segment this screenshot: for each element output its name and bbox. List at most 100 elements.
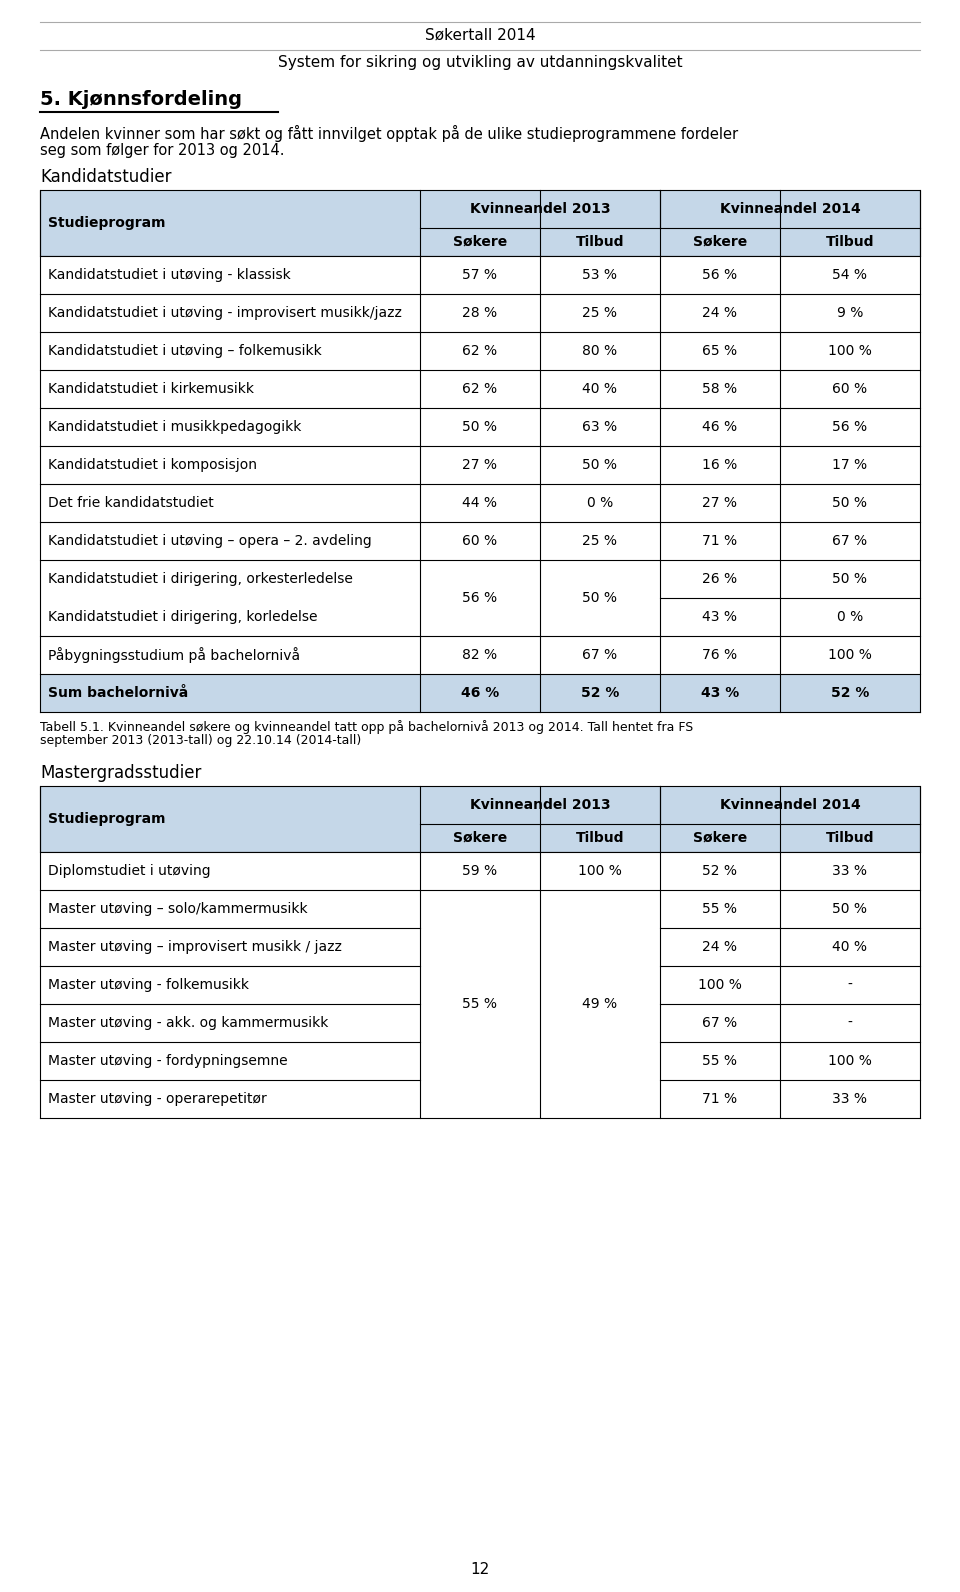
Text: Master utøving - akk. og kammermusikk: Master utøving - akk. og kammermusikk	[48, 1016, 328, 1030]
Text: 25 %: 25 %	[583, 533, 617, 548]
Text: 50 %: 50 %	[832, 903, 868, 915]
Text: 62 %: 62 %	[463, 382, 497, 396]
Text: 28 %: 28 %	[463, 306, 497, 320]
Text: Søkere: Søkere	[453, 236, 507, 248]
Text: 56 %: 56 %	[703, 267, 737, 282]
Text: Studieprogram: Studieprogram	[48, 812, 165, 826]
Text: Tabell 5.1. Kvinneandel søkere og kvinneandel tatt opp på bachelornivå 2013 og 2: Tabell 5.1. Kvinneandel søkere og kvinne…	[40, 720, 693, 734]
Text: 52 %: 52 %	[581, 686, 619, 700]
Text: 0 %: 0 %	[837, 610, 863, 624]
Text: 44 %: 44 %	[463, 497, 497, 509]
Text: 52 %: 52 %	[830, 686, 869, 700]
Text: 50 %: 50 %	[583, 591, 617, 605]
Text: Kandidatstudier: Kandidatstudier	[40, 169, 172, 186]
Text: -: -	[848, 977, 852, 992]
Text: 50 %: 50 %	[583, 458, 617, 471]
Text: 63 %: 63 %	[583, 420, 617, 435]
Text: Diplomstudiet i utøving: Diplomstudiet i utøving	[48, 864, 210, 879]
Text: 60 %: 60 %	[832, 382, 868, 396]
Text: 0 %: 0 %	[587, 497, 613, 509]
Text: System for sikring og utvikling av utdanningskvalitet: System for sikring og utvikling av utdan…	[277, 56, 683, 70]
Text: seg som følger for 2013 og 2014.: seg som følger for 2013 og 2014.	[40, 143, 284, 158]
Text: Det frie kandidatstudiet: Det frie kandidatstudiet	[48, 497, 214, 509]
Text: Studieprogram: Studieprogram	[48, 217, 165, 229]
Text: september 2013 (2013-tall) og 22.10.14 (2014-tall): september 2013 (2013-tall) og 22.10.14 (…	[40, 734, 361, 747]
Text: Tilbud: Tilbud	[576, 236, 624, 248]
Text: 100 %: 100 %	[828, 344, 872, 358]
Bar	[40, 295, 920, 333]
Text: 100 %: 100 %	[698, 977, 742, 992]
Text: 16 %: 16 %	[703, 458, 737, 471]
Text: Andelen kvinner som har søkt og fått innvilget opptak på de ulike studieprogramm: Andelen kvinner som har søkt og fått inn…	[40, 126, 738, 142]
Text: 55 %: 55 %	[463, 997, 497, 1011]
Bar	[40, 522, 920, 560]
Text: 50 %: 50 %	[463, 420, 497, 435]
Text: Søkere: Søkere	[693, 831, 747, 845]
Bar	[40, 446, 920, 484]
Text: 43 %: 43 %	[701, 686, 739, 700]
Text: Kandidatstudiet i utøving - klassisk: Kandidatstudiet i utøving - klassisk	[48, 267, 291, 282]
Text: Master utøving - operarepetitør: Master utøving - operarepetitør	[48, 1092, 267, 1106]
Text: Kandidatstudiet i utøving – opera – 2. avdeling: Kandidatstudiet i utøving – opera – 2. a…	[48, 533, 372, 548]
Bar	[40, 673, 920, 712]
Text: 67 %: 67 %	[832, 533, 868, 548]
Text: 71 %: 71 %	[703, 1092, 737, 1106]
Text: Påbygningsstudium på bachelornivå: Påbygningsstudium på bachelornivå	[48, 646, 300, 662]
Text: Sum bachelornivå: Sum bachelornivå	[48, 686, 188, 700]
Text: Tilbud: Tilbud	[826, 831, 875, 845]
Text: 100 %: 100 %	[828, 1054, 872, 1068]
Text: 54 %: 54 %	[832, 267, 868, 282]
Text: 12: 12	[470, 1562, 490, 1578]
Text: 55 %: 55 %	[703, 1054, 737, 1068]
Text: Kvinneandel 2013: Kvinneandel 2013	[469, 798, 611, 812]
Text: Kandidatstudiet i musikkpedagogikk: Kandidatstudiet i musikkpedagogikk	[48, 420, 301, 435]
Text: 49 %: 49 %	[583, 997, 617, 1011]
Text: Kandidatstudiet i dirigering, korledelse: Kandidatstudiet i dirigering, korledelse	[48, 610, 318, 624]
Text: 80 %: 80 %	[583, 344, 617, 358]
Text: 67 %: 67 %	[583, 648, 617, 662]
Bar	[40, 333, 920, 369]
Text: 26 %: 26 %	[703, 572, 737, 586]
Text: Kvinneandel 2014: Kvinneandel 2014	[720, 202, 860, 217]
Text: 46 %: 46 %	[461, 686, 499, 700]
Text: 46 %: 46 %	[703, 420, 737, 435]
Text: Søkere: Søkere	[693, 236, 747, 248]
Text: Kvinneandel 2013: Kvinneandel 2013	[469, 202, 611, 217]
Text: 50 %: 50 %	[832, 572, 868, 586]
Text: 50 %: 50 %	[832, 497, 868, 509]
Text: Kandidatstudiet i kirkemusikk: Kandidatstudiet i kirkemusikk	[48, 382, 254, 396]
Text: 58 %: 58 %	[703, 382, 737, 396]
Text: 76 %: 76 %	[703, 648, 737, 662]
Bar	[40, 890, 920, 1118]
Text: Søkertall 2014: Søkertall 2014	[424, 27, 536, 41]
Text: 33 %: 33 %	[832, 1092, 868, 1106]
Text: Master utøving - folkemusikk: Master utøving - folkemusikk	[48, 977, 249, 992]
Text: 56 %: 56 %	[832, 420, 868, 435]
Text: 27 %: 27 %	[463, 458, 497, 471]
Text: 17 %: 17 %	[832, 458, 868, 471]
Bar	[40, 484, 920, 522]
Text: 43 %: 43 %	[703, 610, 737, 624]
Text: Kvinneandel 2014: Kvinneandel 2014	[720, 798, 860, 812]
Text: Kandidatstudiet i utøving - improvisert musikk/jazz: Kandidatstudiet i utøving - improvisert …	[48, 306, 402, 320]
Bar	[40, 786, 920, 852]
Text: 33 %: 33 %	[832, 864, 868, 879]
Bar	[40, 635, 920, 673]
Text: Kandidatstudiet i komposisjon: Kandidatstudiet i komposisjon	[48, 458, 257, 471]
Text: 27 %: 27 %	[703, 497, 737, 509]
Text: 40 %: 40 %	[583, 382, 617, 396]
Text: 5. Kjønnsfordeling: 5. Kjønnsfordeling	[40, 91, 242, 108]
Text: Master utøving - fordypningsemne: Master utøving - fordypningsemne	[48, 1054, 288, 1068]
Text: 55 %: 55 %	[703, 903, 737, 915]
Text: Søkere: Søkere	[453, 831, 507, 845]
Text: Kandidatstudiet i utøving – folkemusikk: Kandidatstudiet i utøving – folkemusikk	[48, 344, 322, 358]
Bar	[40, 189, 920, 256]
Text: Master utøving – solo/kammermusikk: Master utøving – solo/kammermusikk	[48, 903, 307, 915]
Text: Kandidatstudiet i dirigering, orkesterledelse: Kandidatstudiet i dirigering, orkesterle…	[48, 572, 353, 586]
Text: 82 %: 82 %	[463, 648, 497, 662]
Text: 100 %: 100 %	[578, 864, 622, 879]
Text: 56 %: 56 %	[463, 591, 497, 605]
Text: Master utøving – improvisert musikk / jazz: Master utøving – improvisert musikk / ja…	[48, 939, 342, 954]
Text: 57 %: 57 %	[463, 267, 497, 282]
Text: 62 %: 62 %	[463, 344, 497, 358]
